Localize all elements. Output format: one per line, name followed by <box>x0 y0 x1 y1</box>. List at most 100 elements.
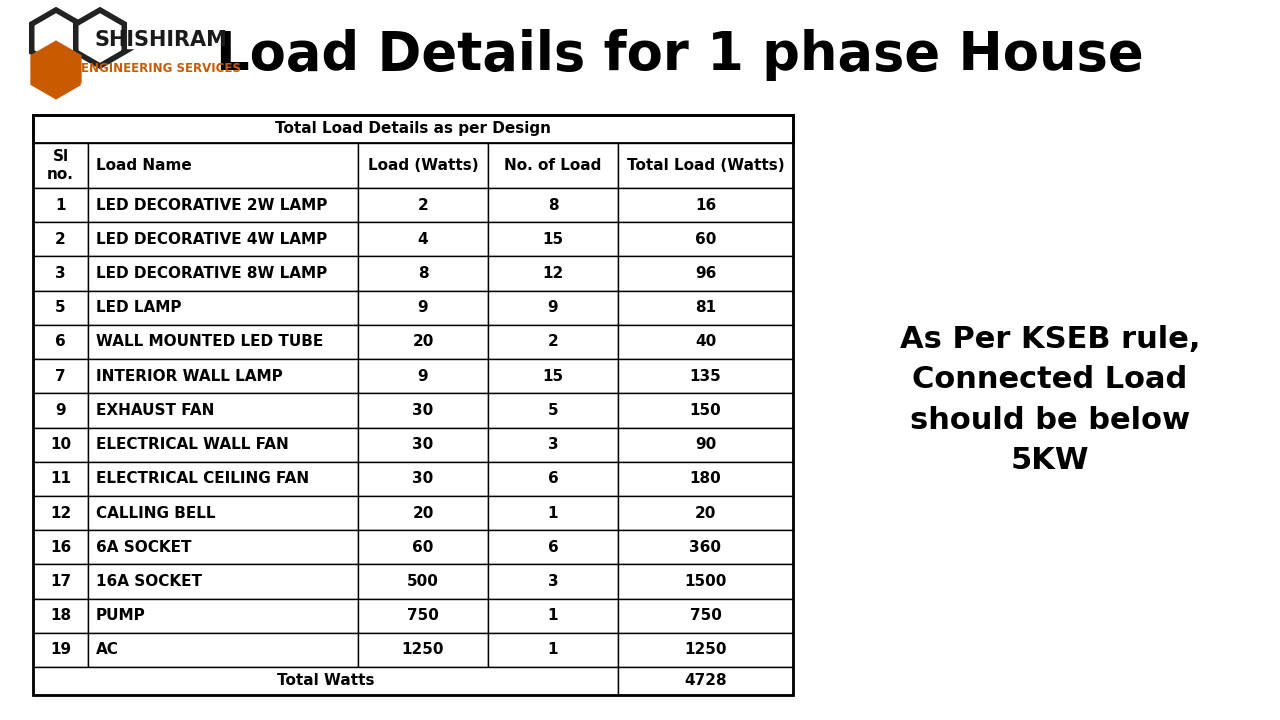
Bar <box>488 359 618 393</box>
Bar <box>618 291 794 325</box>
Text: 2: 2 <box>55 232 65 247</box>
Text: 3: 3 <box>55 266 65 281</box>
Bar <box>488 496 618 530</box>
Bar <box>358 359 488 393</box>
Polygon shape <box>32 42 81 98</box>
Bar <box>488 530 618 564</box>
Text: LED LAMP: LED LAMP <box>96 300 182 315</box>
Bar <box>618 496 794 530</box>
Text: 6A SOCKET: 6A SOCKET <box>96 540 192 554</box>
Text: LED DECORATIVE 4W LAMP: LED DECORATIVE 4W LAMP <box>96 232 328 247</box>
Bar <box>488 143 618 188</box>
Text: 1500: 1500 <box>685 574 727 589</box>
Text: No. of Load: No. of Load <box>504 158 602 173</box>
Bar <box>88 428 358 462</box>
Text: 6: 6 <box>55 335 65 349</box>
Bar <box>88 291 358 325</box>
Polygon shape <box>76 10 124 66</box>
Text: 8: 8 <box>548 197 558 212</box>
Text: 9: 9 <box>55 403 65 418</box>
Bar <box>88 564 358 598</box>
Bar <box>88 359 358 393</box>
Text: 60: 60 <box>695 232 717 247</box>
Bar <box>488 325 618 359</box>
Text: 180: 180 <box>690 472 722 486</box>
Bar <box>358 496 488 530</box>
Bar <box>33 598 88 633</box>
Text: Load Details for 1 phase House: Load Details for 1 phase House <box>216 29 1144 81</box>
Bar <box>488 462 618 496</box>
Text: 16: 16 <box>50 540 72 554</box>
Bar <box>618 564 794 598</box>
Bar <box>33 462 88 496</box>
Bar <box>488 291 618 325</box>
Text: 2: 2 <box>417 197 429 212</box>
Text: 1: 1 <box>55 197 65 212</box>
Bar <box>358 222 488 256</box>
Text: 1: 1 <box>548 608 558 624</box>
Bar <box>358 256 488 291</box>
Bar <box>618 256 794 291</box>
Bar <box>618 359 794 393</box>
Bar <box>618 667 794 695</box>
Bar <box>618 428 794 462</box>
Bar <box>358 598 488 633</box>
Bar <box>358 530 488 564</box>
Bar <box>88 598 358 633</box>
Text: 12: 12 <box>50 505 72 521</box>
Text: 4728: 4728 <box>685 673 727 688</box>
Bar <box>488 188 618 222</box>
Text: 6: 6 <box>548 472 558 486</box>
Bar <box>88 633 358 667</box>
Text: 20: 20 <box>412 505 434 521</box>
Text: 1: 1 <box>548 505 558 521</box>
Bar <box>88 256 358 291</box>
Bar <box>33 496 88 530</box>
Text: 3: 3 <box>548 574 558 589</box>
Text: 18: 18 <box>50 608 72 624</box>
Text: Sl
no.: Sl no. <box>47 149 74 182</box>
Bar <box>33 359 88 393</box>
Text: 30: 30 <box>412 437 434 452</box>
Bar <box>33 291 88 325</box>
Bar <box>88 496 358 530</box>
Bar <box>618 325 794 359</box>
Text: ENGINEERING SERVICES: ENGINEERING SERVICES <box>81 61 241 74</box>
Text: 750: 750 <box>690 608 722 624</box>
Text: 1250: 1250 <box>402 642 444 657</box>
Text: LED DECORATIVE 8W LAMP: LED DECORATIVE 8W LAMP <box>96 266 328 281</box>
Bar <box>488 633 618 667</box>
Bar <box>33 325 88 359</box>
Text: 15: 15 <box>543 369 563 384</box>
Text: 2: 2 <box>548 335 558 349</box>
Text: As Per KSEB rule,
Connected Load
should be below
5KW: As Per KSEB rule, Connected Load should … <box>900 325 1201 475</box>
Text: 750: 750 <box>407 608 439 624</box>
Bar <box>88 188 358 222</box>
Text: 5: 5 <box>55 300 65 315</box>
Bar <box>618 530 794 564</box>
Bar <box>618 598 794 633</box>
Text: 16A SOCKET: 16A SOCKET <box>96 574 202 589</box>
Text: 30: 30 <box>412 403 434 418</box>
Text: 360: 360 <box>690 540 722 554</box>
Text: 11: 11 <box>50 472 70 486</box>
Bar <box>358 462 488 496</box>
Polygon shape <box>32 10 81 66</box>
Bar <box>33 428 88 462</box>
Bar <box>488 393 618 428</box>
Bar <box>88 325 358 359</box>
Text: WALL MOUNTED LED TUBE: WALL MOUNTED LED TUBE <box>96 335 324 349</box>
Text: ELECTRICAL CEILING FAN: ELECTRICAL CEILING FAN <box>96 472 310 486</box>
Text: LED DECORATIVE 2W LAMP: LED DECORATIVE 2W LAMP <box>96 197 328 212</box>
Bar <box>618 633 794 667</box>
Bar <box>488 222 618 256</box>
Text: 9: 9 <box>548 300 558 315</box>
Text: 60: 60 <box>412 540 434 554</box>
Text: INTERIOR WALL LAMP: INTERIOR WALL LAMP <box>96 369 283 384</box>
Bar <box>358 188 488 222</box>
Bar <box>88 393 358 428</box>
Bar <box>618 188 794 222</box>
Text: 7: 7 <box>55 369 65 384</box>
Bar <box>358 143 488 188</box>
Text: Total Watts: Total Watts <box>276 673 374 688</box>
